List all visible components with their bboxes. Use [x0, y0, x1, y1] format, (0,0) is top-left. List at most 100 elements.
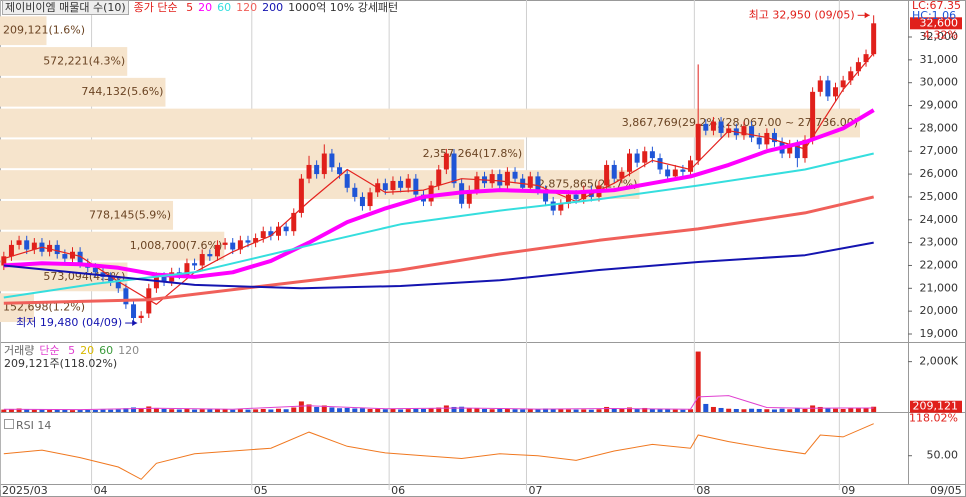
volume-bar [123, 408, 129, 412]
volume-bar [199, 409, 205, 412]
change-label: 4.32% [923, 28, 958, 41]
volume-bar [69, 410, 75, 412]
lc-label: LC:67.35 [912, 0, 961, 12]
change-label: 118.02% [909, 412, 958, 425]
legend-prefix: 단순 [39, 344, 60, 357]
volume-bar [359, 408, 365, 412]
candle-body [359, 196, 365, 207]
volume-bar [665, 409, 671, 412]
candle-body [69, 251, 75, 259]
legend-title: RSI 14 [16, 419, 52, 432]
legend-entry: 60 [99, 344, 114, 357]
candle-body [512, 171, 518, 179]
candle-body [405, 178, 411, 188]
legend-title: 거래량 [4, 344, 35, 357]
volume-bar [802, 408, 808, 412]
volume-bar [588, 409, 594, 412]
volume-bar [92, 409, 98, 412]
candle-body [535, 176, 541, 191]
candle-body [550, 201, 556, 211]
volume-bar [840, 408, 846, 412]
candle-body [794, 144, 800, 159]
candle-body [207, 254, 213, 257]
candle-body [260, 231, 266, 239]
candle-body [451, 153, 457, 184]
volume-legend: 거래량 단순 5 20 60 120 [4, 344, 144, 357]
volume-bar [62, 409, 68, 412]
candle-body [710, 121, 716, 131]
volume-bar [276, 408, 282, 412]
volume-bar [100, 409, 106, 412]
hc-label: HC:1.06 [912, 9, 956, 22]
volume-bar [398, 409, 404, 412]
candle-body [8, 244, 14, 257]
last-value-label: 209,121 [913, 400, 959, 413]
legend-title: 제이비이엠 매물대 수(10) [2, 0, 129, 15]
candle-body [787, 144, 793, 154]
candle-body [863, 54, 869, 63]
candle-body [123, 288, 129, 305]
volume-bar [352, 408, 358, 412]
volume-bar [787, 409, 793, 412]
candle-body [573, 194, 579, 200]
candle-body [825, 80, 831, 97]
volume-bar [192, 409, 198, 412]
candle-body [443, 153, 449, 170]
volume-bar [428, 408, 434, 412]
volume-bar [47, 409, 53, 412]
volume-bar [443, 405, 449, 412]
candle-body [24, 240, 30, 250]
candle-body [230, 242, 236, 250]
volume-bar [848, 408, 854, 412]
y-tick-label: 19,000 [920, 327, 959, 340]
candle-body [504, 171, 510, 186]
candle-body [436, 169, 442, 186]
candle-body [329, 153, 335, 168]
volume-bar [771, 409, 777, 412]
annotation: 최저 19,480 (04/09) [16, 316, 122, 329]
volume-ma-line [3, 395, 874, 411]
candle-body [634, 153, 640, 163]
candle-body [413, 178, 419, 195]
candle-body [199, 254, 205, 266]
volume-bar [405, 409, 411, 412]
volume-bar [550, 408, 556, 412]
profile-label: 744,132(5.6%) [81, 85, 163, 98]
candle-body [31, 242, 37, 250]
volume-bar [413, 408, 419, 412]
profile-label: 572,221(4.3%) [43, 54, 125, 67]
candle-body [688, 160, 694, 172]
volume-bar [344, 407, 350, 412]
profile-band [0, 77, 166, 107]
volume-bar [779, 408, 785, 412]
candle-body [77, 251, 83, 264]
volume-bar [8, 408, 14, 412]
volume-bar [85, 409, 91, 412]
y-tick-label: 21,000 [920, 281, 959, 294]
volume-bar [581, 409, 587, 412]
profile-label: 2,875,865(21.7%) [538, 178, 638, 191]
candle-body [337, 167, 343, 175]
volume-bar [131, 407, 137, 412]
candle-body [428, 185, 434, 202]
candle-body [138, 315, 144, 319]
ma-line [3, 195, 875, 305]
volume-bar [24, 409, 30, 412]
candle-body [619, 171, 625, 179]
candle-body [565, 194, 571, 204]
candle-body [352, 187, 358, 197]
profile-band [0, 139, 525, 169]
volume-bar [291, 407, 297, 412]
candle-body [817, 80, 823, 92]
last-value-label: 32,600 [920, 16, 959, 29]
volume-bar [245, 409, 251, 412]
ma-line [3, 152, 874, 299]
candle-body [657, 158, 663, 170]
y-tick-label: 50.00 [927, 449, 959, 462]
candle-body [680, 169, 686, 172]
profile-label: 1,008,700(7.6%) [130, 239, 223, 252]
volume-bar [474, 408, 480, 412]
candle-body [237, 240, 243, 250]
